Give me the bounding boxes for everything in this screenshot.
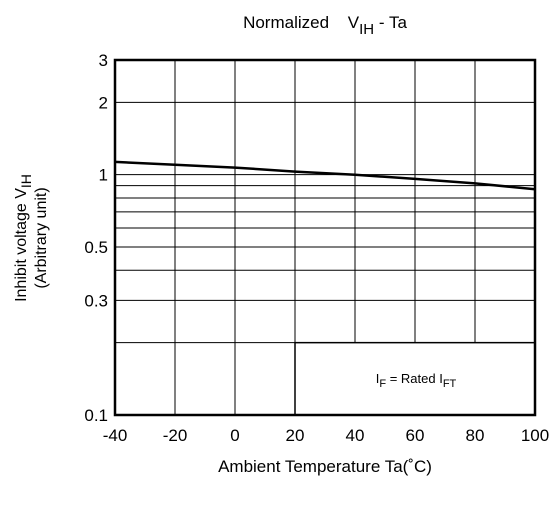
x-tick-label: 80 xyxy=(466,426,485,445)
series-layer xyxy=(114,160,536,191)
y-tick-labels: 0.1 0.3 0.5 1 2 3 xyxy=(84,51,108,425)
y-tick-label: 1 xyxy=(99,166,108,185)
y-tick-label: 0.3 xyxy=(84,291,108,310)
x-tick-label: 0 xyxy=(230,426,239,445)
x-tick-label: -20 xyxy=(163,426,188,445)
x-tick-label: 60 xyxy=(406,426,425,445)
grid xyxy=(115,60,535,415)
y-tick-label: 0.1 xyxy=(84,406,108,425)
x-tick-labels: -40 -20 0 20 40 60 80 100 xyxy=(103,426,549,445)
x-tick-label: 100 xyxy=(521,426,549,445)
y-tick-label: 3 xyxy=(99,51,108,70)
x-tick-label: 20 xyxy=(286,426,305,445)
x-tick-label: 40 xyxy=(346,426,365,445)
y-tick-label: 2 xyxy=(99,93,108,112)
plot-frame xyxy=(113,58,537,417)
series-line xyxy=(114,160,536,191)
x-tick-label: -40 xyxy=(103,426,128,445)
y-axis-label-line1: Inhibit voltage VIH xyxy=(13,174,34,302)
y-axis-label-line2: (Arbitrary unit) xyxy=(33,187,50,288)
chart-title: Normalized VIH - Ta xyxy=(243,13,407,38)
annotation-text: IF = Rated IFT xyxy=(376,371,457,390)
y-tick-label: 0.5 xyxy=(84,238,108,257)
x-axis-label: Ambient Temperature Ta(˚C) xyxy=(218,457,432,476)
